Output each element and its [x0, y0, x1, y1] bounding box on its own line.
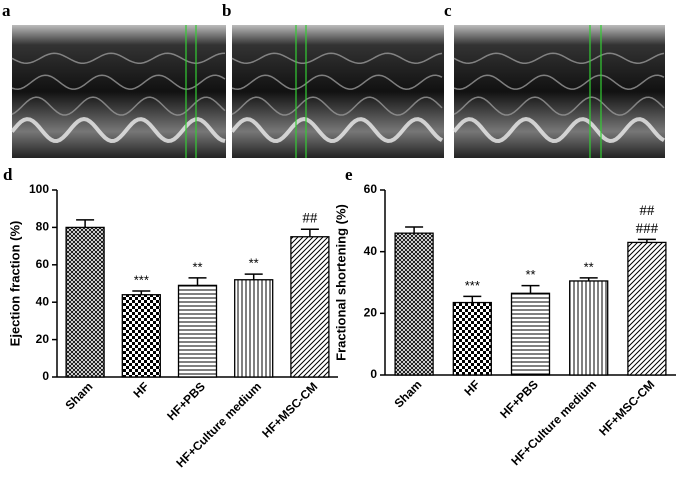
x-tick-label: HF — [130, 379, 151, 400]
y-tick-label: 100 — [29, 182, 49, 196]
bar — [510, 292, 551, 376]
bar — [569, 280, 609, 376]
x-tick-label: HF+MSC-CM — [259, 379, 320, 440]
echo-texture — [231, 74, 443, 90]
x-tick-label: HF+PBS — [164, 379, 208, 423]
y-tick-label: 20 — [364, 306, 378, 320]
significance-label: ** — [525, 267, 535, 282]
panel-label: b — [222, 1, 231, 20]
significance-label: ## — [302, 211, 318, 227]
echo-texture — [230, 117, 444, 144]
y-tick-label: 20 — [36, 332, 50, 346]
panel-label: a — [2, 1, 11, 20]
x-tick-label: Sham — [391, 377, 424, 410]
echo-texture — [453, 96, 665, 116]
y-tick-label: 60 — [364, 182, 378, 196]
bar — [234, 279, 274, 378]
bar — [65, 226, 105, 378]
y-tick-label: 0 — [370, 367, 377, 381]
significance-label: ## — [639, 203, 655, 219]
bar — [290, 236, 330, 378]
y-tick-label: 40 — [36, 294, 50, 308]
y-axis-label: Ejection fraction (%) — [7, 221, 22, 347]
echo-texture — [453, 52, 665, 64]
panel-label: c — [444, 1, 452, 20]
y-axis-label: Fractional shortening (%) — [333, 204, 348, 361]
echo-texture — [452, 117, 666, 144]
panel-label: e — [345, 165, 353, 184]
echo-texture — [453, 74, 665, 90]
echo-texture — [11, 52, 226, 64]
echo-texture — [11, 74, 226, 90]
significance-label: ** — [584, 259, 594, 274]
echo-texture — [10, 117, 226, 144]
x-tick-label: HF+PBS — [497, 377, 541, 421]
y-tick-label: 40 — [364, 244, 378, 258]
bar — [177, 284, 218, 378]
significance-label: ** — [192, 259, 202, 274]
y-tick-label: 80 — [36, 220, 50, 234]
y-tick-label: 0 — [42, 369, 49, 383]
bar — [627, 241, 667, 376]
significance-label: ### — [636, 221, 659, 237]
x-tick-label: Sham — [62, 379, 95, 412]
significance-label: *** — [134, 272, 149, 287]
echo-texture — [231, 96, 443, 116]
echo-texture — [231, 52, 443, 64]
significance-label: ** — [249, 256, 259, 271]
x-tick-label: HF — [461, 377, 482, 398]
bar — [452, 301, 492, 376]
echo-texture — [11, 96, 226, 116]
bar — [394, 232, 434, 376]
significance-label: *** — [465, 278, 480, 293]
bar — [121, 294, 161, 378]
x-tick-label: HF+MSC-CM — [596, 377, 657, 438]
y-tick-label: 60 — [36, 257, 50, 271]
panel-label: d — [3, 165, 13, 184]
